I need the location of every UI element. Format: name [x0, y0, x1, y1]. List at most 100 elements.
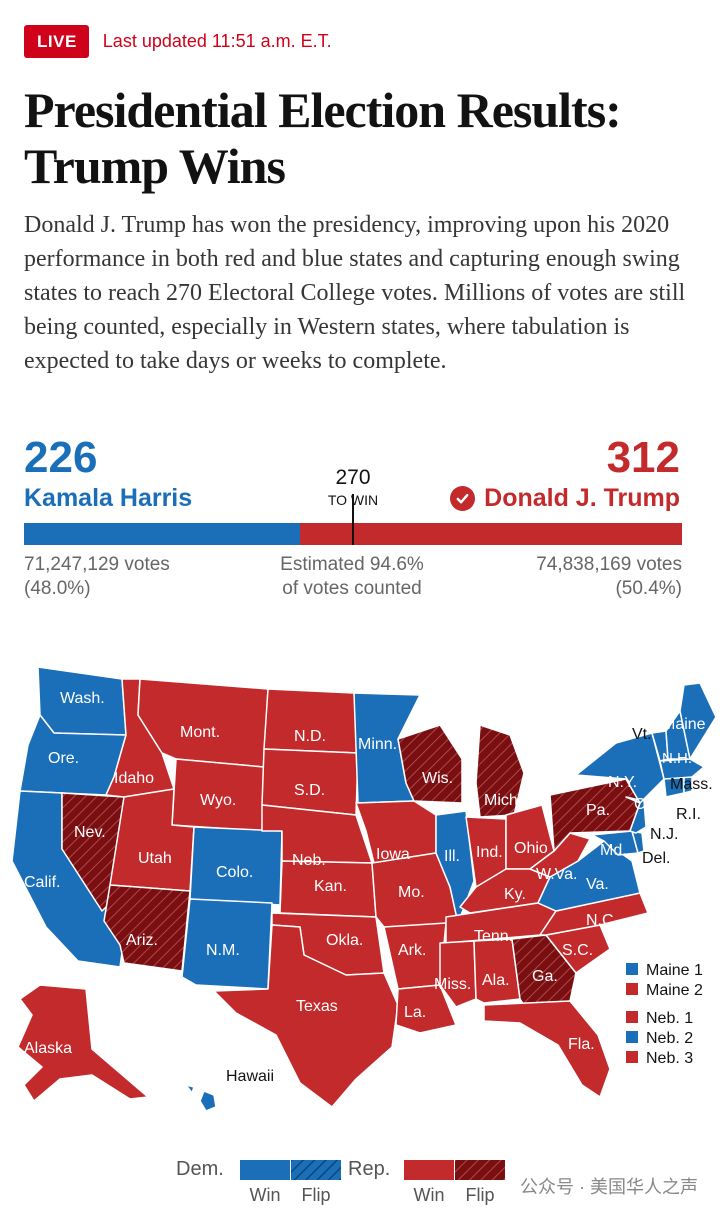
map-legend: Dem. Win Flip Rep. Win Flip 公众号 · 美国华人之声 [0, 1155, 720, 1213]
live-header: LIVE Last updated 11:51 a.m. E.T. [24, 22, 332, 60]
state-la[interactable] [395, 984, 457, 1034]
svg-text:Miss.: Miss. [434, 976, 471, 993]
svg-text:Ga.: Ga. [532, 968, 558, 985]
rep-vote-pct: (50.4%) [615, 578, 682, 599]
svg-text:Neb. 1: Neb. 1 [646, 1010, 693, 1027]
state-me[interactable] [679, 682, 717, 760]
legend-dem-win-swatch [240, 1160, 290, 1180]
district-legend: Maine 1 Maine 2 Neb. 1 Neb. 2 Neb. 3 [626, 962, 703, 1067]
last-updated: Last updated 11:51 a.m. E.T. [102, 30, 332, 51]
svg-text:Colo.: Colo. [216, 864, 253, 881]
page-title: Presidential Election Results: Trump Win… [24, 82, 704, 194]
svg-text:Va.: Va. [586, 876, 609, 893]
svg-text:S.D.: S.D. [294, 782, 325, 799]
svg-text:Ky.: Ky. [504, 886, 526, 903]
legend-dem-label: Dem. [176, 1158, 224, 1180]
state-wi[interactable] [397, 724, 463, 804]
svg-text:Idaho: Idaho [114, 770, 154, 787]
svg-text:Iowa: Iowa [376, 846, 410, 863]
svg-text:W.Va.: W.Va. [536, 866, 578, 883]
dem-vote-count: 71,247,129 votes [24, 554, 170, 575]
summary-text: Donald J. Trump has won the presidency, … [24, 212, 686, 374]
svg-text:Vt.: Vt. [632, 726, 652, 743]
watermark: 公众号 · 美国华人之声 [520, 1177, 698, 1197]
legend-rep-win-swatch [404, 1160, 454, 1180]
state-ms[interactable] [439, 940, 477, 1008]
title-line-2: Trump Wins [24, 138, 286, 194]
svg-text:N.H.: N.H. [662, 750, 692, 767]
dem-candidate-name[interactable]: Kamala Harris [24, 484, 193, 512]
svg-text:Calif.: Calif. [24, 874, 60, 891]
counted-line-1: Estimated 94.6% [280, 554, 424, 575]
state-hi[interactable] [185, 1084, 217, 1112]
svg-text:N.Y.: N.Y. [608, 774, 637, 791]
rep-vote-count: 74,838,169 votes [536, 554, 682, 575]
svg-text:Hawaii: Hawaii [226, 1068, 274, 1085]
svg-text:R.I.: R.I. [676, 806, 701, 823]
legend-dem-flip-swatch [291, 1160, 341, 1180]
title-line-1: Presidential Election Results: [24, 82, 622, 138]
svg-text:Nev.: Nev. [74, 824, 106, 841]
svg-text:Pa.: Pa. [586, 802, 610, 819]
svg-text:Ore.: Ore. [48, 750, 79, 767]
svg-text:Texas: Texas [296, 998, 338, 1015]
svg-text:N.J.: N.J. [650, 826, 678, 843]
svg-text:Ariz.: Ariz. [126, 932, 158, 949]
rep-candidate-name: Donald J. Trump [484, 484, 680, 512]
svg-text:Ark.: Ark. [398, 942, 426, 959]
state-fl[interactable] [483, 1000, 611, 1098]
svg-text:La.: La. [404, 1004, 426, 1021]
winner-check-icon [450, 485, 476, 511]
svg-text:Ill.: Ill. [444, 848, 460, 865]
svg-text:S.C.: S.C. [562, 942, 593, 959]
live-badge: LIVE [24, 24, 89, 58]
svg-text:Wis.: Wis. [422, 770, 453, 787]
svg-text:Mont.: Mont. [180, 724, 220, 741]
dem-vote-pct: (48.0%) [24, 578, 91, 599]
state-de[interactable] [631, 830, 645, 854]
to-win-line [352, 494, 354, 545]
svg-text:Utah: Utah [138, 850, 172, 867]
svg-text:Maine 2: Maine 2 [646, 982, 703, 999]
state-nm[interactable] [181, 898, 273, 990]
svg-text:N.C.: N.C. [586, 912, 618, 929]
svg-text:Md.: Md. [600, 842, 627, 859]
dem-bar-segment [24, 523, 301, 545]
svg-text:Alaska: Alaska [24, 1040, 72, 1057]
legend-rep-flip-swatch [455, 1160, 505, 1180]
svg-text:Fla.: Fla. [568, 1036, 595, 1053]
legend-rep-win: Win [413, 1185, 445, 1205]
svg-text:Conn.: Conn. [634, 796, 677, 813]
state-ak[interactable] [17, 984, 149, 1102]
counted-line-2: of votes counted [282, 578, 422, 599]
svg-text:Maine: Maine [662, 716, 706, 733]
rep-bar-segment [300, 523, 682, 545]
rep-candidate[interactable]: Donald J. Trump [450, 482, 680, 514]
svg-text:Kan.: Kan. [314, 878, 347, 895]
svg-text:Minn.: Minn. [358, 736, 397, 753]
svg-text:Okla.: Okla. [326, 932, 363, 949]
election-map[interactable]: Wash. Ore. Calif. Nev. Idaho Mont. Wyo. … [0, 655, 720, 1115]
state-tx[interactable] [213, 924, 399, 1108]
svg-text:Ind.: Ind. [476, 844, 503, 861]
outside-labels: Vt. Mass. R.I. N.J. Del. Hawaii [226, 726, 713, 1085]
svg-text:Mass.: Mass. [670, 776, 713, 793]
svg-text:Wash.: Wash. [60, 690, 105, 707]
votes-counted: Estimated 94.6% of votes counted [252, 553, 452, 601]
rep-electoral-votes: 312 [606, 433, 680, 482]
svg-text:Neb. 2: Neb. 2 [646, 1030, 693, 1047]
svg-text:Ala.: Ala. [482, 972, 510, 989]
svg-text:Del.: Del. [642, 850, 670, 867]
state-al[interactable] [473, 938, 521, 1004]
legend-dem-win: Win [249, 1185, 281, 1205]
svg-text:Ohio: Ohio [514, 840, 548, 857]
dem-popular-vote: 71,247,129 votes (48.0%) [24, 553, 170, 601]
legend-rep-label: Rep. [348, 1158, 391, 1180]
svg-text:N.D.: N.D. [294, 728, 326, 745]
svg-text:Maine 1: Maine 1 [646, 962, 703, 979]
svg-text:N.M.: N.M. [206, 942, 240, 959]
to-win-number: 270 [335, 466, 371, 489]
svg-text:Neb. 3: Neb. 3 [646, 1050, 693, 1067]
svg-text:Mo.: Mo. [398, 884, 425, 901]
legend-dem-flip: Flip [301, 1185, 331, 1205]
